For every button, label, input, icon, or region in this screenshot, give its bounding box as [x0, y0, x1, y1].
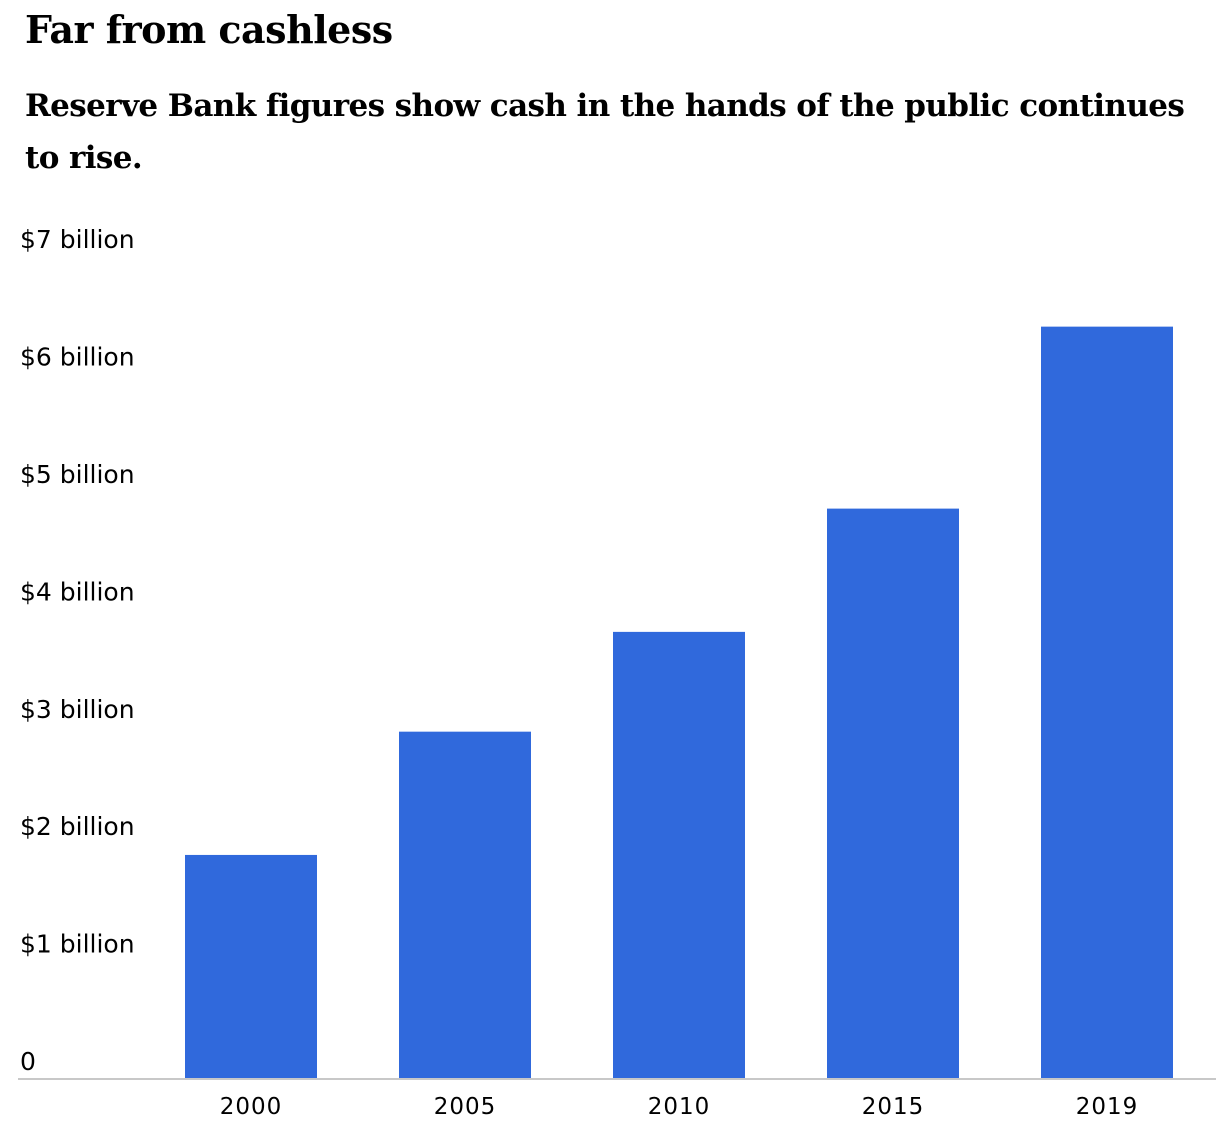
bars — [185, 326, 1173, 1078]
bar-2019 — [1041, 326, 1173, 1078]
y-tick-label: $6 billion — [20, 343, 135, 372]
bar-2010 — [613, 631, 745, 1078]
y-tick-label: $5 billion — [20, 460, 135, 489]
y-tick-label: $4 billion — [20, 577, 135, 606]
x-tick-label: 2010 — [648, 1094, 711, 1120]
y-tick-label: $7 billion — [20, 225, 135, 254]
chart-title: Far from cashless — [25, 7, 393, 52]
x-tick-label: 2019 — [1076, 1094, 1139, 1120]
bar-2015 — [827, 508, 959, 1078]
y-tick-label: $1 billion — [20, 930, 135, 959]
y-tick-label: $2 billion — [20, 812, 135, 841]
x-tick-label: 2005 — [434, 1094, 497, 1120]
y-tick-label: 0 — [20, 1047, 36, 1076]
x-tick-label: 2000 — [220, 1094, 283, 1120]
x-tick-label: 2015 — [862, 1094, 925, 1120]
x-axis-ticks: 2000 2005 2010 2015 2019 — [220, 1094, 1139, 1120]
bar-2000 — [185, 854, 317, 1078]
bar-2005 — [399, 731, 531, 1078]
chart-subtitle: Reserve Bank figures show cash in the ha… — [25, 88, 1185, 176]
y-axis-ticks: 0 $1 billion $2 billion $3 billion $4 billio… — [20, 225, 135, 1076]
y-tick-label: $3 billion — [20, 695, 135, 724]
